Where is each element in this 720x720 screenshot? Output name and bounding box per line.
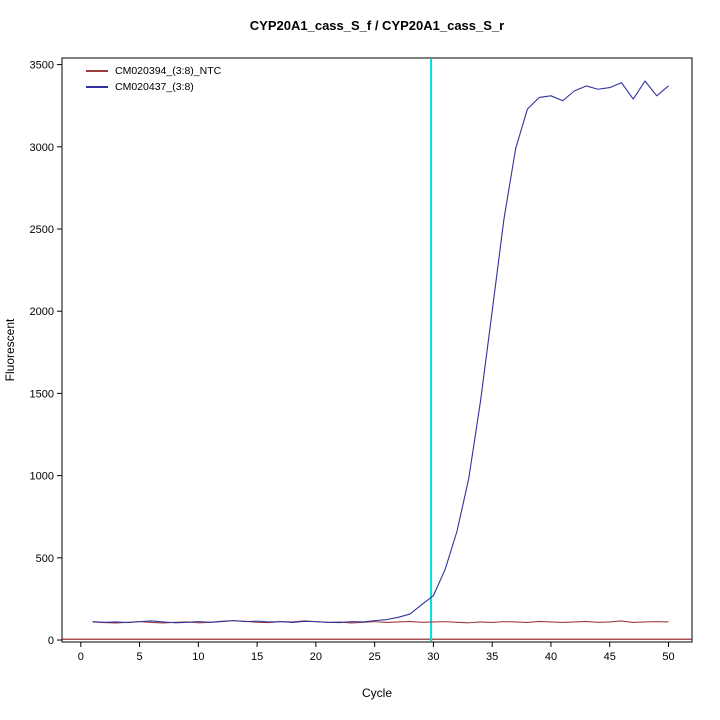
x-tick-label: 20 bbox=[310, 651, 322, 663]
y-tick-label: 500 bbox=[36, 553, 54, 565]
x-tick-label: 10 bbox=[192, 651, 204, 663]
x-tick-label: 40 bbox=[545, 651, 557, 663]
x-tick-label: 45 bbox=[604, 651, 616, 663]
chart-title: CYP20A1_cass_S_f / CYP20A1_cass_S_r bbox=[249, 18, 505, 33]
x-tick-label: 50 bbox=[662, 651, 674, 663]
y-tick-label: 3000 bbox=[30, 142, 54, 154]
series-line-1 bbox=[92, 80, 669, 624]
legend-item-sample: CM020437_(3:8) bbox=[86, 80, 221, 93]
x-tick-label: 5 bbox=[137, 651, 143, 663]
y-tick-label: 3500 bbox=[30, 60, 54, 72]
y-tick-label: 1000 bbox=[30, 471, 54, 483]
legend-line-sample-red bbox=[86, 69, 108, 72]
x-tick-label: 35 bbox=[486, 651, 498, 663]
x-tick-label: 0 bbox=[78, 651, 84, 663]
legend-line-sample-blue bbox=[86, 85, 108, 88]
x-tick-label: 30 bbox=[427, 651, 439, 663]
x-axis-label: Cycle bbox=[361, 686, 392, 700]
y-tick-label: 2000 bbox=[30, 306, 54, 318]
y-tick-label: 1500 bbox=[30, 388, 54, 400]
y-tick-label: 2500 bbox=[30, 224, 54, 236]
legend-label: CM020437_(3:8) bbox=[115, 80, 194, 93]
x-tick-label: 25 bbox=[369, 651, 381, 663]
y-axis-label: Fluorescent bbox=[3, 318, 17, 382]
legend-item-ntc: CM020394_(3:8)_NTC bbox=[86, 64, 221, 77]
x-tick-label: 15 bbox=[251, 651, 263, 663]
legend: CM020394_(3:8)_NTC CM020437_(3:8) bbox=[86, 64, 221, 93]
plot-border bbox=[61, 57, 693, 643]
legend-label: CM020394_(3:8)_NTC bbox=[115, 64, 222, 77]
y-tick-label: 0 bbox=[48, 635, 54, 647]
